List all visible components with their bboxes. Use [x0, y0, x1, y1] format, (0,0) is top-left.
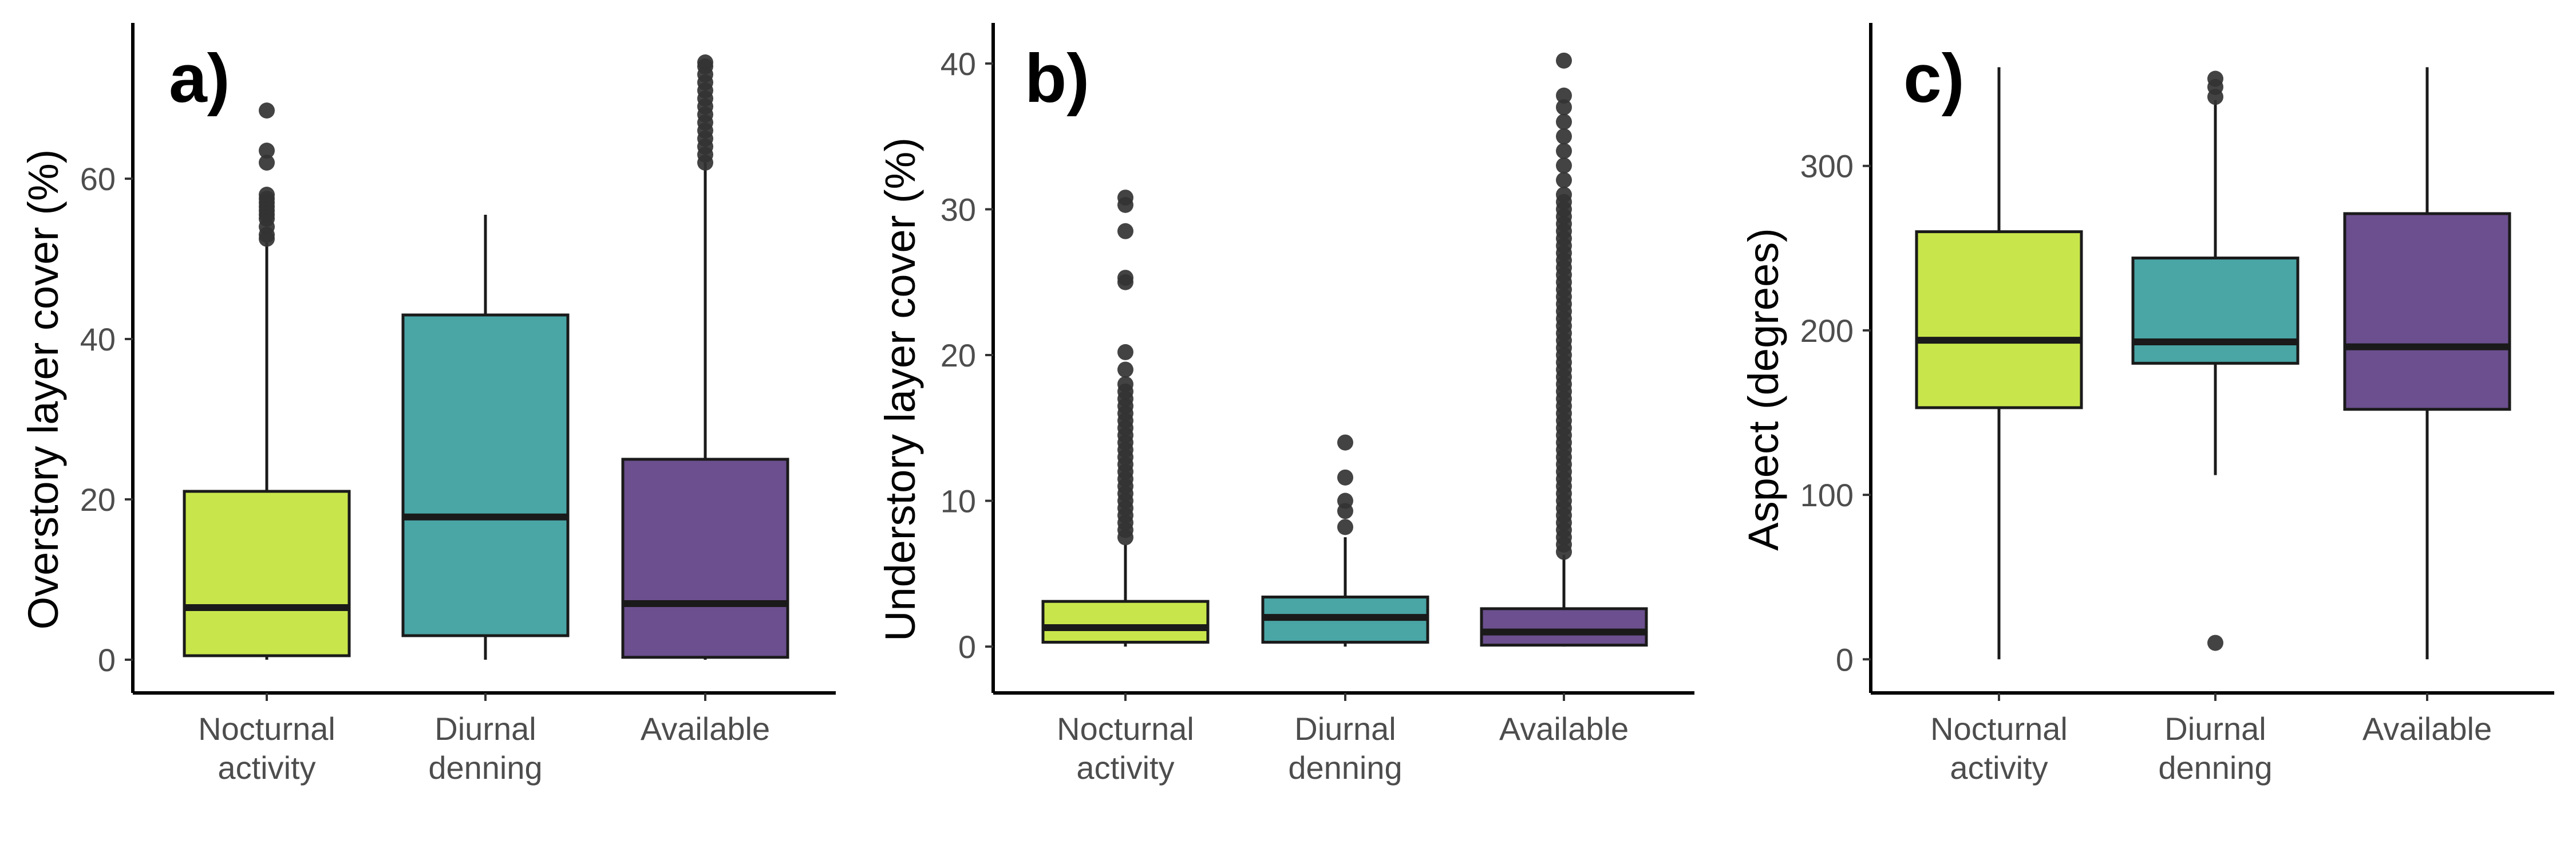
outlier-point	[1556, 113, 1572, 130]
box-iqr	[2131, 257, 2300, 365]
y-tick-label: 200	[1800, 313, 1854, 349]
x-category-label: Diurnal denning	[2158, 711, 2272, 786]
outlier-point	[259, 187, 275, 203]
box-iqr	[1480, 607, 1648, 647]
outlier-point	[1556, 143, 1572, 159]
x-category-label-line: activity	[218, 750, 315, 786]
x-category-label-line: Available	[641, 711, 770, 747]
panel-label: b)	[1025, 40, 1089, 117]
x-category-label-line: denning	[1288, 750, 1402, 786]
outlier-point	[259, 143, 275, 159]
box-iqr	[1915, 230, 2083, 409]
outlier-point	[1117, 361, 1133, 378]
y-tick-label: 0	[98, 642, 116, 678]
x-category-label-line: Diurnal	[434, 711, 536, 747]
y-axis-title: Aspect (degrees)	[1740, 228, 1787, 551]
y-tick-label: 0	[1836, 641, 1854, 677]
x-category-label: Nocturnal activity	[1930, 711, 2068, 786]
outlier-point	[1117, 376, 1133, 392]
x-category-label-line: Nocturnal	[1057, 711, 1194, 747]
x-category-label: Available	[641, 711, 770, 747]
x-category-label-line: denning	[428, 750, 542, 786]
outlier-point	[1556, 157, 1572, 174]
box-iqr	[183, 490, 351, 657]
outlier-point	[1556, 128, 1572, 145]
outlier-point	[1117, 344, 1133, 360]
x-category-label-line: Nocturnal	[198, 711, 335, 747]
y-tick-label: 0	[958, 629, 976, 665]
x-category-label: Nocturnal activity	[198, 711, 335, 786]
y-tick-label: 20	[941, 337, 976, 373]
outlier-point	[1117, 270, 1133, 286]
x-category-label: Nocturnal activity	[1057, 711, 1194, 786]
outlier-point	[1556, 87, 1572, 104]
outlier-point	[1337, 434, 1353, 451]
box-iqr	[2343, 212, 2511, 411]
box-iqr	[1041, 600, 1210, 644]
x-category-label-line: activity	[1950, 750, 2048, 786]
y-tick-label: 10	[941, 483, 976, 519]
y-tick-label: 40	[80, 321, 116, 357]
y-axis-title: Understory layer cover (%)	[876, 137, 924, 641]
outlier-point	[259, 155, 275, 171]
outlier-point	[1337, 469, 1353, 486]
x-category-label: Available	[2362, 711, 2492, 747]
y-tick-label: 20	[80, 482, 116, 518]
outlier-point	[1117, 223, 1133, 239]
box-iqr	[621, 458, 789, 659]
y-tick-label: 30	[941, 191, 976, 227]
outlier-point	[1556, 187, 1572, 203]
outlier-point	[2207, 635, 2223, 651]
x-category-label-line: activity	[1076, 750, 1174, 786]
y-tick-label: 60	[80, 161, 116, 197]
panel-label: a)	[169, 40, 230, 117]
outlier-point	[1556, 172, 1572, 188]
y-tick-label: 40	[941, 46, 976, 82]
y-axis-title: Overstory layer cover (%)	[19, 149, 67, 630]
outlier-point	[1337, 519, 1353, 535]
y-tick-label: 100	[1800, 477, 1854, 513]
outlier-point	[1556, 99, 1572, 116]
outlier-point	[259, 103, 275, 119]
x-category-label-line: Available	[2362, 711, 2492, 747]
x-category-label: Available	[1499, 711, 1629, 747]
x-category-label-line: Diurnal	[1294, 711, 1396, 747]
outlier-point	[1337, 492, 1353, 509]
outlier-point	[1556, 52, 1572, 69]
x-category-label-line: Nocturnal	[1930, 711, 2068, 747]
x-category-label-line: Diurnal	[2164, 711, 2266, 747]
box-iqr	[401, 313, 570, 637]
outlier-point	[697, 54, 713, 70]
y-tick-label: 300	[1800, 148, 1854, 184]
x-category-label-line: Available	[1499, 711, 1629, 747]
x-category-label: Diurnal denning	[1288, 711, 1402, 786]
x-category-label-line: denning	[2158, 750, 2272, 786]
x-category-label: Diurnal denning	[428, 711, 542, 786]
outlier-point	[2207, 70, 2223, 87]
panel-label: c)	[1903, 40, 1965, 117]
outlier-point	[1117, 190, 1133, 206]
